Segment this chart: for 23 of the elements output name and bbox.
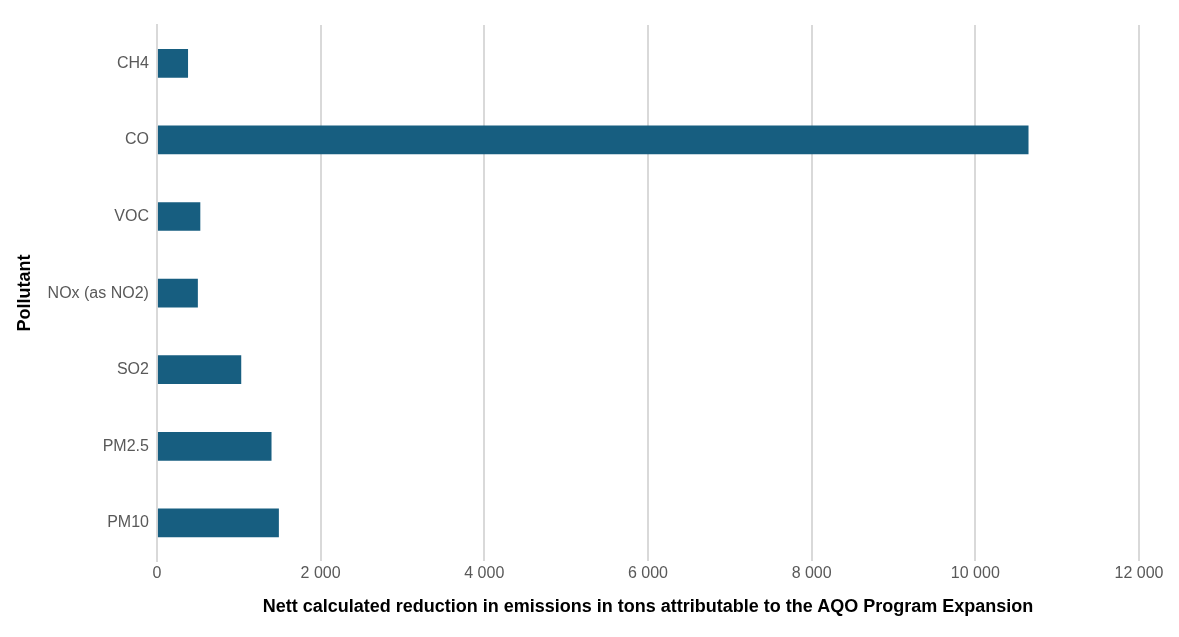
bar [157, 48, 189, 78]
x-tick-label: 10 000 [950, 564, 1000, 582]
x-tick-label: 2 000 [300, 564, 341, 582]
y-tick-label: NOx (as NO2) [47, 283, 149, 301]
y-axis-title: Pollutant [13, 254, 34, 332]
x-tick-label: 4 000 [464, 564, 505, 582]
x-tick-label: 12 000 [1114, 564, 1164, 582]
bar [157, 278, 198, 308]
bar [157, 508, 279, 538]
y-tick-label: PM10 [107, 513, 150, 531]
x-tick-label: 6 000 [627, 564, 669, 582]
x-axis-title: Nett calculated reduction in emissions in tons attributable to the AQO Program Expansion [262, 596, 1034, 617]
x-tick-label: 0 [152, 564, 162, 582]
bar [157, 355, 242, 385]
bar [157, 202, 201, 231]
bar [157, 125, 1029, 155]
x-tick-label: 8 000 [791, 564, 832, 582]
y-tick-label: SO2 [116, 360, 150, 378]
y-tick-label: VOC [114, 206, 149, 224]
y-tick-label: CH4 [116, 53, 150, 71]
y-tick-label: CO [124, 130, 149, 148]
bar [157, 431, 272, 461]
y-tick-label: PM2.5 [102, 436, 150, 454]
